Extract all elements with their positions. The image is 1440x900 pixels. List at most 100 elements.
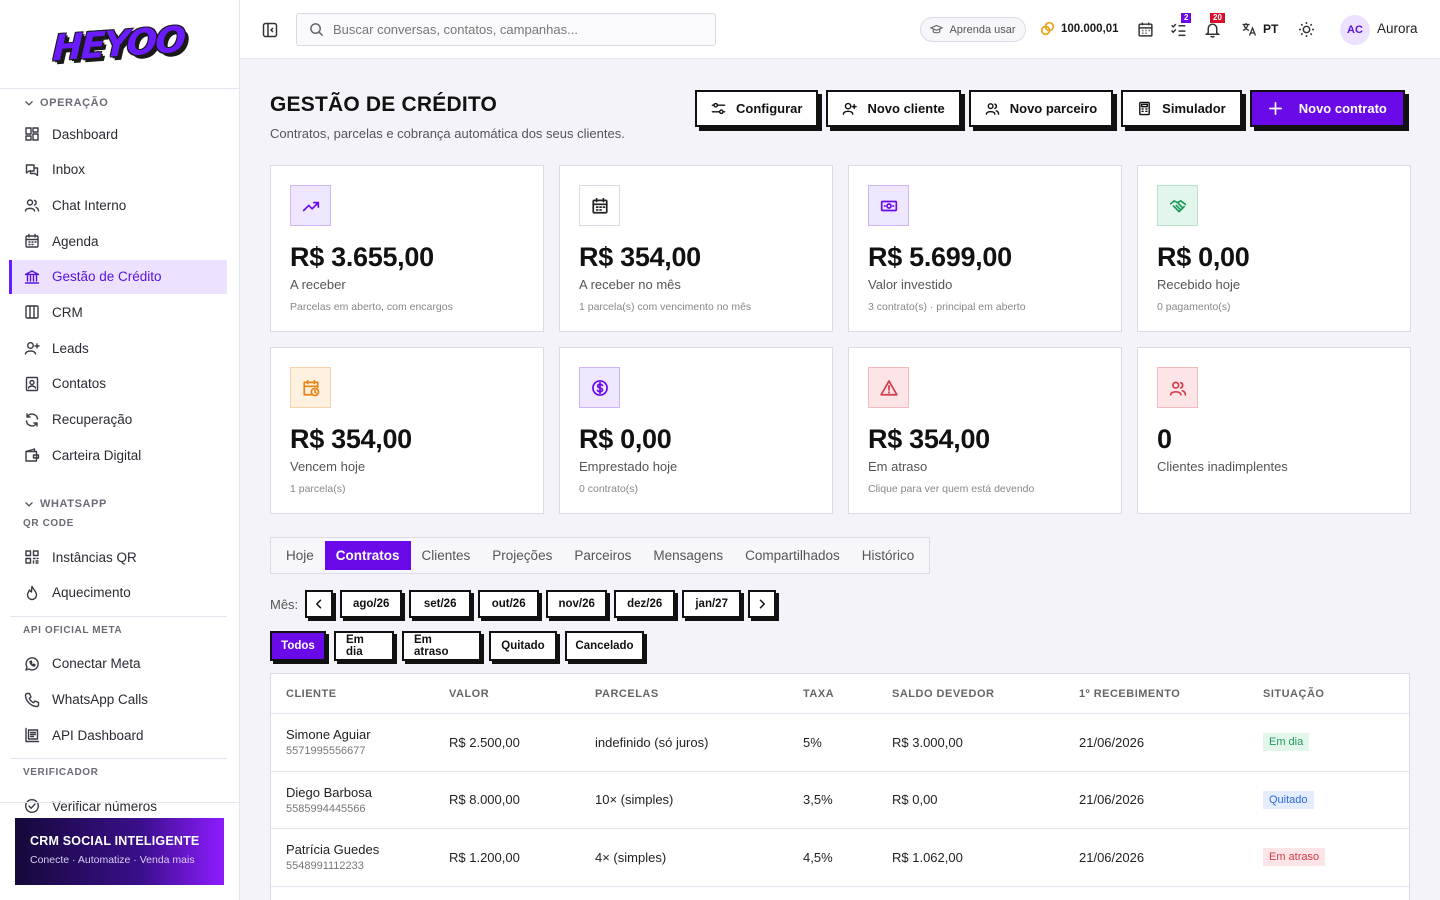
table-row[interactable]: Patrícia Guedes 5548991112233 R$ 1.200,00 4… <box>271 829 1409 887</box>
kpi-card[interactable]: R$ 0,00 Emprestado hoje 0 contrato(s) <box>559 347 833 514</box>
column-header[interactable]: VALOR <box>449 687 490 700</box>
learn-button[interactable]: Aprenda usar <box>920 17 1026 42</box>
nav-section-1[interactable]: WHATSAPP <box>10 496 227 512</box>
configurar-button[interactable]: Configurar <box>695 90 819 127</box>
tab-clientes[interactable]: Clientes <box>421 548 471 563</box>
sidebar-item-aquecimento[interactable]: Aquecimento <box>10 576 227 610</box>
month-chip[interactable]: out/26 <box>478 590 540 618</box>
kpi-card[interactable]: R$ 354,00 A receber no mês 1 parcela(s) co… <box>559 165 833 332</box>
search-input[interactable] <box>333 22 703 37</box>
month-chip[interactable]: dez/26 <box>614 590 676 618</box>
avatar[interactable]: AC <box>1340 15 1370 45</box>
kpi-card[interactable]: R$ 354,00 Vencem hoje 1 parcela(s) <box>270 347 544 514</box>
dashboard-icon <box>24 126 40 142</box>
month-chip[interactable]: nov/26 <box>546 590 608 618</box>
kpi-card[interactable]: R$ 3.655,00 A receber Parcelas em aberto, … <box>270 165 544 332</box>
kpi-card[interactable]: R$ 0,00 Recebido hoje 0 pagamento(s) <box>1137 165 1411 332</box>
flame-icon <box>24 585 40 601</box>
column-header[interactable]: SALDO DEVEDOR <box>892 687 995 700</box>
sidebar-item-contatos[interactable]: Contatos <box>10 367 227 401</box>
sidebar-item-label: Leads <box>52 340 89 356</box>
tab-compartilhados[interactable]: Compartilhados <box>745 548 840 563</box>
user-plus-icon <box>842 101 858 116</box>
kpi-card[interactable]: R$ 354,00 Em atraso Clique para ver quem e… <box>848 347 1122 514</box>
sidebar-toggle-icon[interactable] <box>262 22 278 38</box>
sidebar-item-gestao-de-credito[interactable]: Gestão de Crédito <box>9 259 227 294</box>
phone-icon <box>24 692 40 708</box>
brand-logo[interactable]: HEYOO <box>52 18 185 70</box>
month-chip[interactable]: set/26 <box>409 590 472 618</box>
calculator-icon <box>1137 101 1152 116</box>
column-header[interactable]: CLIENTE <box>286 687 337 700</box>
sidebar-item-chat-interno[interactable]: Chat Interno <box>10 188 227 222</box>
kpi-label: Valor investido <box>868 277 953 292</box>
sidebar-item-label: Aquecimento <box>52 585 131 601</box>
column-header[interactable]: TAXA <box>803 687 835 700</box>
kpi-note: Clique para ver quem está devendo <box>868 483 1035 495</box>
month-filter-label: Mês: <box>270 596 299 612</box>
table-row[interactable]: Simone Aguiar 5571995556677 R$ 2.500,00 ind… <box>271 714 1409 772</box>
sidebar-item-inbox[interactable]: Inbox <box>10 153 227 187</box>
refresh-icon <box>24 412 40 428</box>
kpi-card[interactable]: R$ 5.699,00 Valor investido 3 contrato(s) … <box>848 165 1122 332</box>
promo-banner[interactable]: CRM SOCIAL INTELIGENTE Conecte · Automat… <box>15 818 224 885</box>
month-chip[interactable]: jan/27 <box>682 590 742 618</box>
sidebar-item-instancias-qr[interactable]: Instâncias QR <box>10 540 227 574</box>
sidebar-item-recuperacao[interactable]: Recuperação <box>10 403 227 437</box>
theme-sun-icon[interactable] <box>1298 21 1315 38</box>
bank-icon <box>24 269 40 285</box>
tab-projecoes[interactable]: Projeções <box>492 548 553 563</box>
columns-icon <box>24 304 40 320</box>
tab-mensagens[interactable]: Mensagens <box>653 548 724 563</box>
sidebar-item-label: Recuperação <box>52 412 133 427</box>
sidebar-item-carteira-digital[interactable]: Carteira Digital <box>10 438 227 472</box>
coin-balance[interactable]: 100.000,01 <box>1040 21 1119 36</box>
next-month-button[interactable] <box>748 590 777 618</box>
sidebar-item-dashboard[interactable]: Dashboard <box>10 117 227 151</box>
username[interactable]: Aurora <box>1377 21 1418 36</box>
kpi-icon-box <box>290 185 331 226</box>
sidebar-item-label: Instâncias QR <box>52 549 137 565</box>
tasks-icon[interactable] <box>1170 21 1187 38</box>
novo-cliente-button[interactable]: Novo cliente <box>826 90 961 127</box>
calendar-icon[interactable] <box>1137 21 1154 38</box>
sidebar-item-crm[interactable]: CRM <box>10 295 227 329</box>
promo-title: CRM SOCIAL INTELIGENTE <box>30 834 200 848</box>
tab-parceiros[interactable]: Parceiros <box>574 548 632 563</box>
kpi-icon-box <box>1157 367 1198 408</box>
sidebar-item-leads[interactable]: Leads <box>10 331 227 365</box>
sidebar-item-conectar-meta[interactable]: Conectar Meta <box>10 647 227 681</box>
filter-todos[interactable]: Todos <box>270 631 326 661</box>
tab-contratos[interactable]: Contratos <box>324 541 411 570</box>
column-header[interactable]: 1º RECEBIMENTO <box>1079 687 1181 700</box>
status-badge: Em dia <box>1263 733 1310 752</box>
filter-quitado[interactable]: Quitado <box>489 631 557 661</box>
sidebar-item-whatsapp-calls[interactable]: WhatsApp Calls <box>10 683 227 717</box>
novo-parceiro-button[interactable]: Novo parceiro <box>968 90 1114 127</box>
novo-contrato-button[interactable]: Novo contrato <box>1249 90 1405 127</box>
nav-section-0[interactable]: OPERAÇÃO <box>10 95 227 111</box>
kpi-card[interactable]: 0 Clientes inadimplentes <box>1137 347 1411 514</box>
kpi-label: A receber no mês <box>579 277 681 292</box>
simulador-button[interactable]: Simulador <box>1121 90 1242 127</box>
contact-card-icon <box>24 376 40 392</box>
filter-em-dia[interactable]: Em dia <box>334 631 394 661</box>
sidebar-item-agenda[interactable]: Agenda <box>10 224 227 258</box>
sidebar-item-api-dashboard[interactable]: API Dashboard <box>10 718 227 752</box>
table-row[interactable]: Diego Barbosa 5585994445566 R$ 8.000,00 10×… <box>271 772 1409 829</box>
column-header[interactable]: SITUAÇÃO <box>1263 687 1325 700</box>
language-selector[interactable]: PT <box>1241 21 1278 37</box>
search-box[interactable] <box>296 13 716 46</box>
filter-em-atraso[interactable]: Em atraso <box>402 631 481 661</box>
chevron-left-icon <box>313 598 325 610</box>
prev-month-button[interactable] <box>305 590 334 618</box>
filter-cancelado[interactable]: Cancelado <box>565 631 644 661</box>
tab-historico[interactable]: Histórico <box>861 548 915 563</box>
table-body: Simone Aguiar 5571995556677 R$ 2.500,00 ind… <box>271 714 1409 887</box>
status-badge: Quitado <box>1263 790 1314 809</box>
tab-hoje[interactable]: Hoje <box>286 548 314 563</box>
month-chip[interactable]: ago/26 <box>340 590 403 618</box>
column-header[interactable]: PARCELAS <box>595 687 659 700</box>
status-cell: Em dia <box>1263 733 1403 752</box>
bell-icon[interactable] <box>1204 21 1221 38</box>
